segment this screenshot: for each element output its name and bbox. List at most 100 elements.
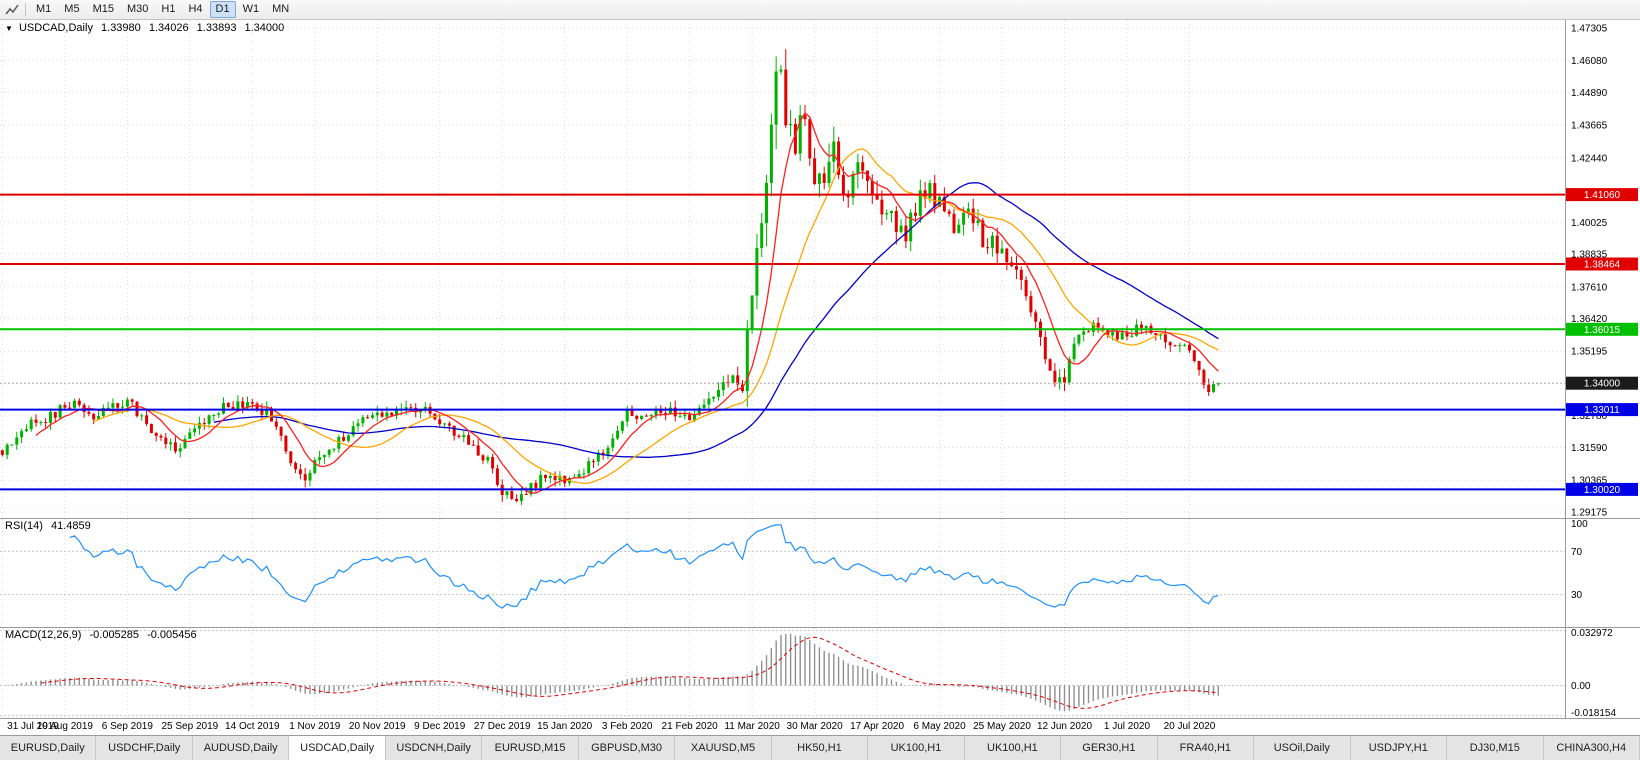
date-label: 27 Dec 2019 bbox=[473, 721, 531, 732]
chart-tab[interactable]: AUDUSD,Daily bbox=[192, 736, 290, 760]
time-axis[interactable]: 31 Jul 2019 19 Aug 2019 6 Sep 2019 25 Sep 2… bbox=[0, 718, 1640, 735]
price-badge: 1.34000 bbox=[1566, 376, 1638, 390]
timeframe-button-d1[interactable]: D1 bbox=[209, 1, 236, 18]
macd-label-line: MACD(12,26,9) -0.005285 -0.005456 bbox=[5, 629, 202, 641]
svg-text:0.032972: 0.032972 bbox=[1571, 628, 1613, 639]
date-label: 30 Mar 2020 bbox=[786, 721, 843, 732]
svg-text:1.44890: 1.44890 bbox=[1571, 88, 1608, 99]
ohlc-high: 1.34026 bbox=[148, 22, 189, 34]
svg-text:1.36015: 1.36015 bbox=[1584, 325, 1621, 336]
panel-separator[interactable] bbox=[0, 627, 1640, 628]
chart-tab[interactable]: DJ30,M15 bbox=[1447, 736, 1544, 760]
chart-tab[interactable]: USDCHF,Daily bbox=[96, 736, 193, 760]
price-badge: 1.33011 bbox=[1566, 403, 1638, 417]
svg-text:-0.018154: -0.018154 bbox=[1571, 708, 1616, 718]
timeframe-button-w1[interactable]: W1 bbox=[242, 3, 260, 15]
macd-canvas[interactable]: 0.032972 0.00 -0.018154 bbox=[0, 628, 1640, 718]
date-label: 25 Sep 2019 bbox=[161, 721, 219, 732]
timeframe-button-h1[interactable]: H1 bbox=[161, 3, 176, 15]
macd-signal-line bbox=[40, 636, 1219, 709]
timeframe-button-m5[interactable]: M5 bbox=[64, 3, 80, 15]
rsi-value: 41.4859 bbox=[50, 520, 91, 532]
rsi-label-line: RSI(14) 41.4859 bbox=[5, 520, 96, 532]
horizontal-grid bbox=[0, 27, 1565, 513]
timeframe-button-m15[interactable]: M15 bbox=[92, 3, 114, 15]
chart-tab[interactable]: GBPUSD,M30 bbox=[578, 736, 676, 760]
chart-tab[interactable]: EURUSD,M15 bbox=[482, 736, 579, 760]
chart-tab[interactable]: UK100,H1 bbox=[964, 736, 1062, 760]
symbol-label: USDCAD,Daily bbox=[18, 22, 93, 34]
symbol-ohlc-line: ▼ USDCAD,Daily 1.33980 1.34026 1.33893 1… bbox=[5, 22, 289, 34]
svg-text:1.30020: 1.30020 bbox=[1584, 485, 1621, 496]
rsi-label: RSI(14) bbox=[5, 520, 43, 532]
svg-text:1.36420: 1.36420 bbox=[1571, 314, 1608, 325]
price-badge: 1.30020 bbox=[1566, 482, 1638, 496]
ohlc-low: 1.33893 bbox=[196, 22, 237, 34]
chart-tab[interactable]: CHINA300,H4 bbox=[1543, 736, 1640, 760]
ma-slow-line bbox=[213, 182, 1219, 458]
rsi-scale[interactable] bbox=[1565, 519, 1640, 627]
date-label: 1 Nov 2019 bbox=[289, 721, 341, 732]
chart-tab[interactable]: GER30,H1 bbox=[1061, 736, 1158, 760]
chart-tab[interactable]: HK50,H1 bbox=[771, 736, 869, 760]
chart-tab[interactable]: UK100,H1 bbox=[868, 736, 965, 760]
timeframe-toolbar: M1 M5 M15 M30 H1 H4 D1 W1 MN bbox=[0, 0, 1640, 20]
date-label: 14 Oct 2019 bbox=[225, 721, 280, 732]
macd-main-value: -0.005285 bbox=[89, 629, 140, 641]
svg-text:1.46080: 1.46080 bbox=[1571, 56, 1608, 67]
chart-tab[interactable]: XAUUSD,M5 bbox=[675, 736, 772, 760]
date-label: 12 Jun 2020 bbox=[1036, 721, 1093, 732]
svg-text:30: 30 bbox=[1571, 590, 1583, 601]
macd-scale[interactable] bbox=[1565, 628, 1640, 718]
chart-tab[interactable]: USDJPY,H1 bbox=[1350, 736, 1448, 760]
toolbar-divider bbox=[25, 3, 26, 16]
svg-text:1.32780: 1.32780 bbox=[1571, 411, 1608, 422]
svg-text:1.41060: 1.41060 bbox=[1584, 190, 1621, 201]
chart-tab-bar: EURUSD,Daily USDCHF,Daily AUDUSD,Daily USDC… bbox=[0, 735, 1640, 760]
chart-tab[interactable]: USOil,Daily bbox=[1254, 736, 1351, 760]
chart-tab[interactable]: USDCAD,Daily bbox=[289, 736, 386, 760]
rsi-panel: 100 70 30 RSI(14) 41.4859 bbox=[0, 519, 1640, 627]
timeframe-button-m1[interactable]: M1 bbox=[36, 3, 52, 15]
price-scale-labels: 1.47305 1.46080 1.44890 1.43665 1.42440 1.400… bbox=[1571, 23, 1608, 518]
timeframe-button-mn[interactable]: MN bbox=[272, 3, 290, 15]
svg-text:1.33011: 1.33011 bbox=[1584, 405, 1620, 416]
rsi-line bbox=[69, 524, 1219, 609]
vertical-grid bbox=[1, 20, 1190, 518]
date-label: 11 Mar 2020 bbox=[724, 721, 780, 732]
timeframe-button-h4[interactable]: H4 bbox=[188, 3, 203, 15]
ohlc-open: 1.33980 bbox=[101, 22, 141, 34]
timeframe-button-m30[interactable]: M30 bbox=[126, 3, 149, 15]
date-label: 15 Jan 2020 bbox=[537, 721, 593, 732]
price-badge: 1.41060 bbox=[1566, 188, 1638, 201]
macd-signal-value: -0.005456 bbox=[147, 629, 197, 641]
candles-layer bbox=[0, 49, 1220, 506]
price-badge: 1.38464 bbox=[1566, 257, 1638, 271]
chart-tools-icon[interactable] bbox=[3, 2, 21, 18]
timeframe-buttons: M1 M5 M15 M30 H1 H4 D1 W1 MN bbox=[30, 1, 295, 18]
panel-separator[interactable] bbox=[0, 518, 1640, 519]
svg-text:1.34000: 1.34000 bbox=[1584, 379, 1621, 390]
date-label: 3 Feb 2020 bbox=[601, 721, 653, 732]
main-chart-canvas[interactable]: 1.47305 1.46080 1.44890 1.43665 1.42440 1.400… bbox=[0, 20, 1640, 518]
date-label: 9 Dec 2019 bbox=[414, 721, 466, 732]
date-label: 21 Feb 2020 bbox=[661, 721, 718, 732]
svg-text:70: 70 bbox=[1571, 547, 1583, 558]
chart-tab[interactable]: USDCNH,Daily bbox=[385, 736, 483, 760]
vertical-grid bbox=[1, 628, 1190, 718]
date-label: 31 Jul 2019 bbox=[7, 721, 59, 732]
rsi-canvas[interactable]: 100 70 30 bbox=[0, 519, 1640, 627]
svg-text:1.37610: 1.37610 bbox=[1571, 282, 1608, 293]
svg-text:1.42440: 1.42440 bbox=[1571, 153, 1608, 164]
svg-text:1.35195: 1.35195 bbox=[1571, 347, 1608, 358]
ma-fast-line bbox=[35, 111, 1219, 494]
vertical-grid bbox=[1, 519, 1190, 627]
date-label: 20 Jul 2020 bbox=[1163, 721, 1216, 732]
chart-tab[interactable]: FRA40,H1 bbox=[1157, 736, 1255, 760]
svg-text:1.38835: 1.38835 bbox=[1571, 250, 1608, 261]
date-label: 20 Nov 2019 bbox=[348, 721, 406, 732]
chart-tab[interactable]: EURUSD,Daily bbox=[0, 736, 97, 760]
symbol-marker-icon: ▼ bbox=[5, 24, 13, 33]
svg-text:1.43665: 1.43665 bbox=[1571, 121, 1608, 132]
